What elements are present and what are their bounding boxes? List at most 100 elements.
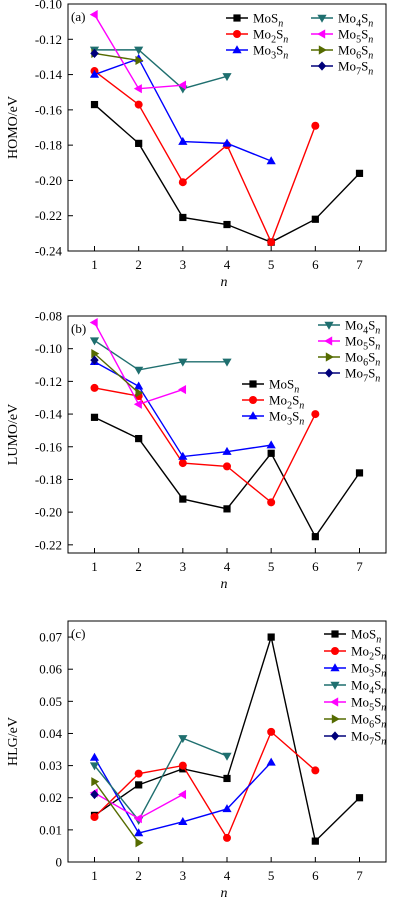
x-tick-label: 7 [356, 868, 363, 883]
data-point [223, 220, 231, 229]
data-point [222, 752, 232, 761]
legend-marker [325, 352, 334, 362]
data-point [355, 794, 364, 802]
legend-label: Mo6Sn [345, 350, 380, 369]
series-line [93, 781, 140, 844]
data-point [90, 100, 99, 109]
data-point [134, 769, 143, 778]
series-Mo7Sn [90, 48, 99, 58]
legend-marker [330, 697, 339, 707]
data-point [90, 413, 99, 421]
data-point [178, 178, 187, 187]
panel-tag: (b) [71, 321, 86, 336]
data-point [355, 469, 364, 477]
data-point [266, 757, 276, 766]
data-point [178, 136, 188, 145]
data-point [267, 498, 276, 507]
legend-marker [249, 396, 257, 404]
y-tick-label: 0.07 [39, 630, 62, 645]
data-point [178, 761, 187, 770]
series-Mo7Sn [90, 355, 99, 365]
data-point [90, 789, 99, 800]
data-point [311, 837, 319, 845]
data-point [222, 138, 232, 147]
series-Mo2Sn [90, 383, 320, 507]
x-tick-label: 6 [312, 559, 319, 574]
data-point [90, 355, 99, 365]
legend-marker [324, 368, 334, 378]
y-axis-label: HOMO/eV [6, 96, 21, 159]
legend-label: Mo7Sn [351, 729, 386, 748]
series-line [94, 730, 316, 840]
panel-tag: (c) [71, 626, 85, 641]
x-tick-label: 7 [356, 559, 363, 574]
series-Mo5Sn [89, 788, 187, 824]
series-Mo3Sn [89, 752, 276, 837]
series-Mo7Sn [90, 789, 99, 800]
series-MoSn [90, 633, 364, 845]
series-Mo6Sn [91, 48, 144, 66]
series-Mo6Sn [91, 348, 144, 398]
data-point [311, 533, 319, 541]
y-tick-label: -0.10 [35, 0, 62, 12]
legend-label: Mo3Sn [351, 661, 386, 680]
x-axis-label: n [221, 886, 228, 899]
data-point [90, 383, 99, 392]
data-point [311, 121, 320, 130]
data-point [91, 348, 100, 359]
data-point [135, 139, 143, 147]
x-tick-label: 4 [224, 559, 231, 574]
chart-panel: -0.24 -0.22 -0.20 -0.18 -0.16 -0.14 -0.12 -0.10… [6, 0, 387, 290]
plot-frame [67, 315, 387, 554]
data-point [135, 434, 143, 443]
x-tick-label: 5 [268, 559, 275, 574]
data-point [222, 804, 232, 813]
legend-label: Mo2Sn [351, 644, 386, 663]
y-tick-label: -0.16 [35, 439, 63, 454]
data-point [134, 381, 144, 390]
plot-frame [67, 620, 387, 863]
series-line [94, 49, 228, 90]
series-line [94, 70, 316, 244]
y-tick-label: -0.12 [35, 32, 62, 47]
y-tick-label: -0.20 [35, 173, 62, 188]
chart-panel: -0.22 -0.20 -0.18 -0.16 -0.14 -0.12 -0.10 -0.08… [6, 309, 387, 592]
legend-label: Mo6Sn [351, 712, 386, 731]
data-point [178, 817, 188, 826]
data-point [266, 156, 276, 165]
y-tick-label: -0.12 [35, 374, 62, 389]
series-Mo3Sn [89, 356, 276, 460]
legend-marker [331, 630, 339, 638]
x-tick-label: 6 [312, 257, 319, 272]
x-tick-label: 4 [224, 868, 231, 883]
legend-label: Mo7Sn [345, 366, 380, 385]
legend-label: Mo4Sn [351, 678, 386, 697]
series-line [94, 353, 140, 394]
data-point [179, 213, 187, 222]
data-point [179, 495, 187, 503]
series-line [94, 361, 272, 458]
data-point [89, 337, 100, 346]
series-Mo5Sn [89, 317, 187, 409]
data-point [267, 727, 276, 736]
y-tick-label: 0 [56, 855, 63, 870]
y-tick-label: 0.06 [39, 662, 62, 677]
series-line [93, 737, 228, 822]
legend-marker [317, 61, 327, 71]
series-line [94, 387, 316, 504]
data-point [135, 838, 144, 848]
panel-tag: (a) [71, 9, 85, 24]
legend-marker [330, 663, 340, 672]
data-point [134, 828, 144, 837]
legend-marker [324, 336, 333, 346]
data-point [134, 46, 144, 55]
x-tick-label: 6 [312, 868, 319, 883]
y-tick-label: 0.03 [39, 758, 62, 773]
data-point [223, 462, 231, 471]
series-MoSn [90, 100, 364, 246]
data-point [267, 633, 275, 641]
